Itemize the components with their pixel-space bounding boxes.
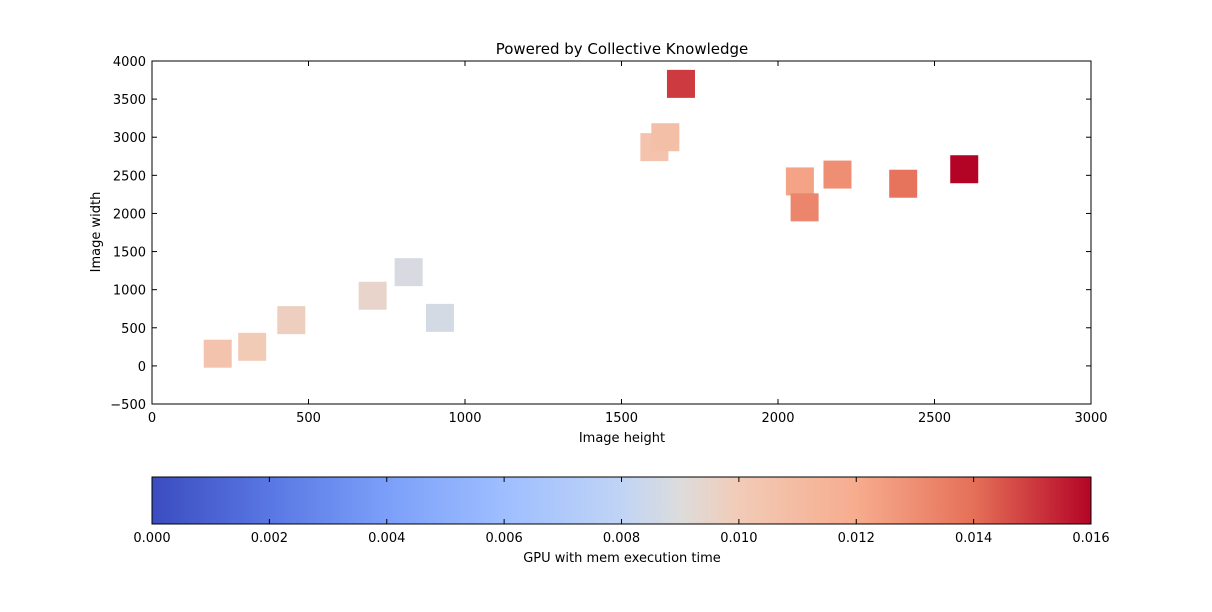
y-tick-label: 1000 <box>113 284 146 299</box>
y-tick-label: 0 <box>138 360 146 375</box>
y-axis-ticks: −500 0 500 1000 1500 2000 2500 3000 3500 4000 <box>110 55 1091 413</box>
data-point-3 <box>358 281 387 310</box>
y-tick-label: 1500 <box>113 246 146 261</box>
data-point-5 <box>425 303 454 332</box>
y-tick-label: 500 <box>121 322 146 337</box>
data-point-4 <box>394 258 423 287</box>
chart-title: Powered by Collective Knowledge <box>496 40 749 58</box>
x-axis-ticks: 0 500 1000 1500 2000 2500 3000 <box>148 61 1108 426</box>
colorbar-ticks: 0.000 0.002 0.004 0.006 0.008 0.010 0.012 0.014… <box>133 477 1110 546</box>
colorbar-tick-label: 0.002 <box>251 531 288 546</box>
colorbar-tick-label: 0.006 <box>486 531 523 546</box>
y-tick-label: −500 <box>110 398 146 413</box>
data-point-7 <box>651 123 680 152</box>
y-tick-label: 3000 <box>113 131 146 146</box>
colorbar-tick-label: 0.000 <box>133 531 170 546</box>
y-tick-label: 3500 <box>113 93 146 108</box>
x-tick-label: 1500 <box>605 411 638 426</box>
y-tick-label: 4000 <box>113 55 146 70</box>
data-point-2 <box>277 306 306 335</box>
x-tick-label: 2000 <box>761 411 794 426</box>
x-tick-label: 1000 <box>448 411 481 426</box>
data-point-13 <box>950 155 979 184</box>
y-tick-label: 2000 <box>113 207 146 222</box>
x-tick-label: 0 <box>148 411 156 426</box>
data-point-9 <box>785 167 814 196</box>
y-axis-label: Image width <box>89 192 104 273</box>
points-layer <box>203 69 979 368</box>
colorbar-tick-label: 0.016 <box>1072 531 1109 546</box>
x-tick-label: 500 <box>296 411 321 426</box>
data-point-10 <box>790 193 819 222</box>
y-tick-label: 2500 <box>113 169 146 184</box>
colorbar <box>151 476 1092 525</box>
colorbar-tick-label: 0.008 <box>603 531 640 546</box>
x-tick-label: 2500 <box>918 411 951 426</box>
colorbar-tick-label: 0.010 <box>720 531 757 546</box>
colorbar-label: GPU with mem execution time <box>523 551 721 566</box>
data-point-8 <box>666 69 695 98</box>
data-point-0 <box>203 339 232 368</box>
plot-frame <box>151 60 1092 405</box>
x-tick-label: 3000 <box>1074 411 1107 426</box>
data-point-12 <box>889 169 918 198</box>
colorbar-tick-label: 0.004 <box>368 531 405 546</box>
data-point-11 <box>823 160 852 189</box>
data-point-1 <box>238 332 267 361</box>
colorbar-tick-label: 0.012 <box>838 531 875 546</box>
x-axis-label: Image height <box>579 431 665 446</box>
colorbar-tick-label: 0.014 <box>955 531 992 546</box>
